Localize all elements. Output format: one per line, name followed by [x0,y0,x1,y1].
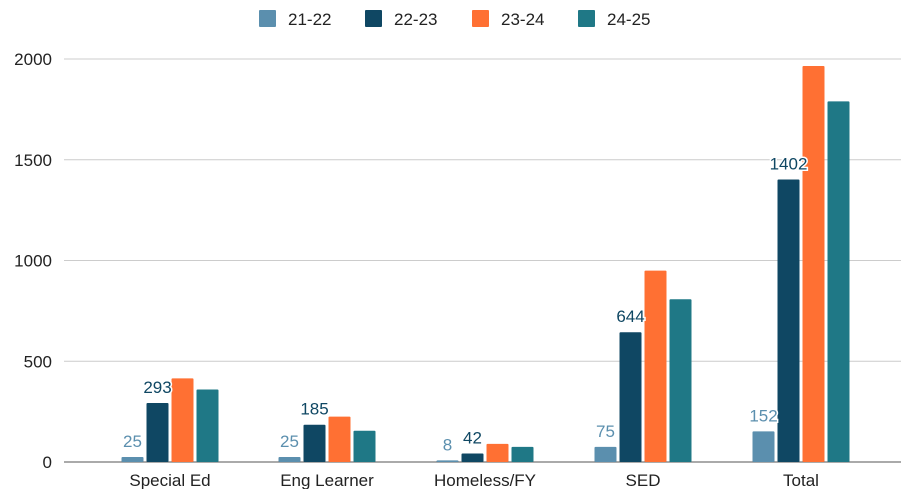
y-tick-label: 0 [43,453,52,472]
bar-21-22-eng-learner [278,456,301,462]
bar-22-23-special-ed [146,402,169,462]
data-label: 1402 [770,154,808,173]
bar-23-24-eng-learner [328,416,351,462]
x-category-label: Eng Learner [280,471,374,489]
data-label: 25 [123,432,142,451]
bar-22-23-sed [619,332,642,462]
bar-23-24-homeless-fy [486,443,509,462]
legend-label: 21-22 [288,10,331,29]
bar-24-25-special-ed [196,389,219,462]
bar-21-22-sed [594,446,617,462]
bar-21-22-homeless-fy [436,460,459,462]
y-axis: 0 500 1000 1500 2000 [14,50,52,472]
bars [121,66,850,463]
legend-label: 24-25 [607,10,650,29]
y-tick-label: 2000 [14,50,52,69]
x-category-label: Total [783,471,819,489]
bar-22-23-total [777,179,800,462]
legend-swatch [365,10,382,27]
x-category-label: SED [626,471,661,489]
bar-23-24-special-ed [171,378,194,462]
legend-label: 22-23 [394,10,437,29]
x-category-label: Homeless/FY [434,471,536,489]
legend-swatch [472,10,489,27]
legend-label: 23-24 [501,10,544,29]
bar-23-24-total [802,66,825,463]
bar-24-25-total [827,101,850,462]
bar-24-25-sed [669,299,692,462]
bar-22-23-homeless-fy [461,453,484,462]
bar-23-24-sed [644,270,667,462]
data-label: 25 [280,432,299,451]
data-label: 42 [463,429,482,448]
data-label: 644 [616,307,644,326]
y-tick-label: 1000 [14,252,52,271]
y-tick-label: 500 [24,352,52,371]
data-label: 293 [143,378,171,397]
data-label: 152 [749,406,777,425]
x-axis: Special Ed Eng Learner Homeless/FY SED Total [129,471,819,489]
bar-24-25-homeless-fy [511,446,534,462]
data-label: 185 [300,400,328,419]
legend-swatch [578,10,595,27]
legend-swatch [259,10,276,27]
bar-21-22-special-ed [121,456,144,462]
x-category-label: Special Ed [129,471,210,489]
data-label: 8 [443,435,452,454]
bar-21-22-total [752,431,775,462]
legend: 21-22 22-23 23-24 24-25 [259,10,650,29]
bar-24-25-eng-learner [353,430,376,462]
bar-22-23-eng-learner [303,424,326,462]
data-label: 75 [596,422,615,441]
y-tick-label: 1500 [14,151,52,170]
